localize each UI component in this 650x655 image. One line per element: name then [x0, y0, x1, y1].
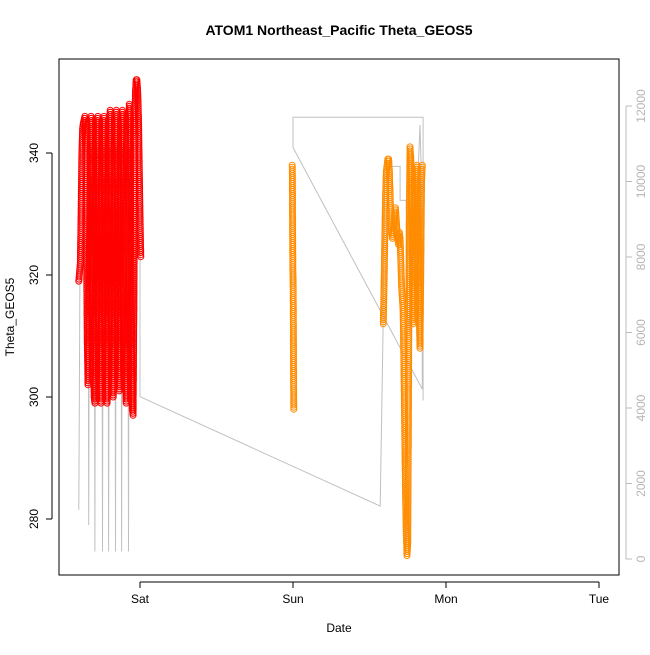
y-tick-label: 340 — [27, 143, 41, 163]
x-axis-label: Date — [326, 621, 352, 635]
series-1 — [75, 76, 145, 419]
y2-tick-label: 10000 — [634, 164, 648, 198]
x-tick-label: Sat — [131, 592, 150, 606]
y2-tick-label: 12000 — [634, 89, 648, 123]
data-point — [290, 401, 298, 409]
data-point — [137, 253, 145, 261]
y2-tick-label: 2000 — [634, 470, 648, 497]
plot-frame — [58, 58, 620, 576]
x-axis: Sat Sun Mon Tue — [131, 581, 610, 606]
data-points-layer — [75, 76, 426, 560]
y2-tick-label: 6000 — [634, 319, 648, 346]
data-point — [137, 249, 145, 257]
data-point — [137, 251, 145, 259]
y-axis-label: Theta_GEOS5 — [3, 277, 17, 356]
y2-tick-label: 8000 — [634, 243, 648, 270]
data-point — [290, 405, 298, 413]
y2-tick-label: 4000 — [634, 394, 648, 421]
x-tick-label: Sun — [282, 592, 303, 606]
y-tick-label: 300 — [27, 387, 41, 407]
data-point — [418, 161, 426, 169]
y-axis: 280 300 320 340 — [27, 143, 53, 529]
data-point — [290, 403, 298, 411]
right-altitude-axis: 0 2000 4000 6000 8000 10000 12000 — [625, 89, 648, 562]
y-tick-label: 320 — [27, 265, 41, 285]
data-point — [418, 163, 426, 171]
x-tick-label: Tue — [589, 592, 610, 606]
series-2 — [288, 143, 426, 560]
data-point — [418, 165, 426, 173]
x-tick-label: Mon — [434, 592, 457, 606]
y2-tick-label: 0 — [634, 555, 648, 562]
chart-title: ATOM1 Northeast_Pacific Theta_GEOS5 — [205, 22, 472, 38]
y-tick-label: 280 — [27, 509, 41, 529]
